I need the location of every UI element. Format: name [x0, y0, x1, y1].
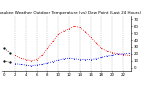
Title: Milwaukee Weather Outdoor Temperature (vs) Dew Point (Last 24 Hours): Milwaukee Weather Outdoor Temperature (v… [0, 11, 141, 15]
